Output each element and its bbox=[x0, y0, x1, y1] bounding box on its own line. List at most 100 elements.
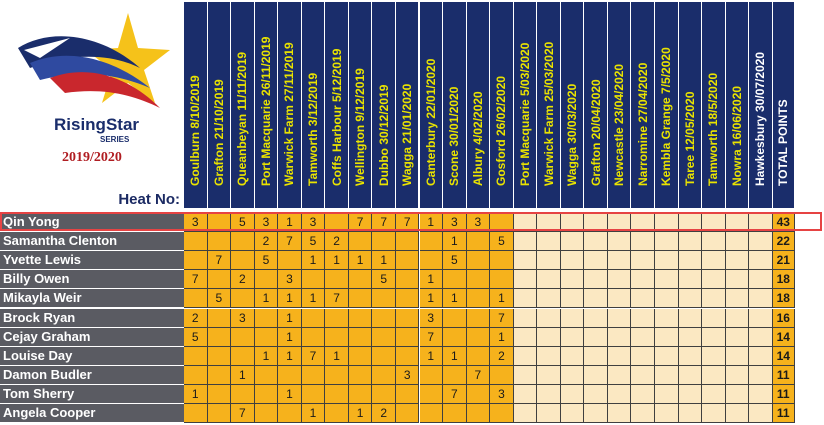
heat-event-label: Wagga 30/03/2020 bbox=[565, 83, 580, 186]
competitor-name[interactable]: Billy Owen bbox=[0, 270, 184, 290]
points-cell bbox=[537, 213, 561, 233]
points-cell bbox=[749, 384, 773, 404]
points-cell bbox=[537, 270, 561, 290]
points-cell bbox=[184, 251, 208, 271]
points-cell bbox=[490, 251, 514, 271]
heat-number: 3 bbox=[231, 200, 233, 206]
points-cell bbox=[749, 213, 773, 233]
competitor-name[interactable]: Yvette Lewis bbox=[0, 251, 184, 271]
heat-number: 20 bbox=[631, 193, 634, 206]
heat-number: 19 bbox=[607, 193, 610, 206]
points-cell bbox=[419, 232, 444, 252]
points-cell bbox=[490, 404, 514, 424]
points-cell bbox=[702, 289, 726, 309]
points-cell bbox=[254, 308, 279, 328]
heat-event-label: Port Macquarie 26/11/2019 bbox=[258, 36, 273, 186]
competitor-name[interactable]: Damon Budler bbox=[0, 365, 184, 385]
competitor-name[interactable]: Samantha Clenton bbox=[0, 232, 184, 252]
points-cell: 1 bbox=[278, 346, 302, 366]
points-cell bbox=[749, 365, 773, 385]
competitor-name[interactable]: Louise Day bbox=[0, 346, 184, 366]
heat-number: 12 bbox=[443, 193, 446, 206]
points-cell bbox=[678, 251, 703, 271]
heat-event-label: Grafton 21/10/2019 bbox=[211, 79, 226, 186]
heat-column-header: Narromine 27/04/2020 20 bbox=[631, 2, 655, 208]
points-cell bbox=[207, 308, 232, 328]
points-cell bbox=[325, 327, 349, 347]
competitor-name[interactable]: Angela Cooper bbox=[0, 404, 184, 424]
total-points-cell: 11 bbox=[772, 365, 795, 385]
points-cell bbox=[443, 365, 467, 385]
heat-column-header: Coffs Harbour 5/12/2019 7 bbox=[325, 2, 349, 208]
heat-number: 21 bbox=[655, 193, 657, 206]
heat-event-label: Nowra 16/06/2020 bbox=[729, 85, 744, 186]
points-cell bbox=[631, 232, 655, 252]
points-cell bbox=[254, 365, 279, 385]
points-cell bbox=[443, 270, 467, 290]
points-cell: 2 bbox=[372, 404, 396, 424]
heat-number: 16 bbox=[537, 193, 540, 206]
heat-event-label: Newcastle 23/04/2020 bbox=[612, 63, 627, 186]
points-cell bbox=[725, 327, 750, 347]
points-cell: 7 bbox=[278, 232, 302, 252]
heat-event-label: Tamworth 3/12/2019 bbox=[306, 72, 321, 186]
points-cell bbox=[631, 327, 655, 347]
points-cell bbox=[466, 308, 491, 328]
points-cell: 7 bbox=[325, 289, 349, 309]
points-cell bbox=[725, 213, 750, 233]
total-heat-mark: T bbox=[773, 199, 775, 206]
points-cell bbox=[560, 213, 585, 233]
points-cell bbox=[348, 232, 373, 252]
points-cell bbox=[395, 384, 420, 404]
points-cell bbox=[678, 270, 703, 290]
heat-column-header: Warwick Farm 25/03/2020 16 bbox=[537, 2, 561, 208]
points-cell: 1 bbox=[419, 213, 444, 233]
points-cell: 1 bbox=[254, 289, 279, 309]
points-cell bbox=[702, 270, 726, 290]
competitor-name[interactable]: Tom Sherry bbox=[0, 384, 184, 404]
heat-column-header: Albury 4/02/2020 13 bbox=[466, 2, 491, 208]
points-cell bbox=[325, 365, 349, 385]
points-cell bbox=[560, 270, 585, 290]
competitor-name[interactable]: Mikayla Weir bbox=[0, 289, 184, 309]
points-cell: 2 bbox=[184, 308, 208, 328]
heat-number-label: Heat No: bbox=[118, 191, 180, 208]
points-cell: 1 bbox=[443, 346, 467, 366]
heat-column-header: Port Macquarie 5/03/2020 15 bbox=[513, 2, 538, 208]
points-cell: 1 bbox=[372, 251, 396, 271]
points-cell bbox=[513, 289, 538, 309]
points-cell bbox=[678, 346, 703, 366]
points-cell bbox=[607, 232, 632, 252]
points-cell bbox=[490, 213, 514, 233]
points-cell bbox=[537, 289, 561, 309]
points-cell: 5 bbox=[301, 232, 326, 252]
points-cell: 1 bbox=[278, 289, 302, 309]
points-cell bbox=[584, 270, 608, 290]
heat-number: 7 bbox=[325, 200, 327, 206]
heat-column-header: Taree 12/05/2020 22 bbox=[678, 2, 703, 208]
competitor-name[interactable]: Brock Ryan bbox=[0, 308, 184, 328]
points-cell: 3 bbox=[254, 213, 279, 233]
points-cell: 7 bbox=[231, 404, 255, 424]
points-cell bbox=[655, 384, 679, 404]
heat-event-label: Coffs Harbour 5/12/2019 bbox=[329, 48, 344, 186]
points-cell bbox=[395, 270, 420, 290]
points-cell bbox=[584, 384, 608, 404]
competitor-name[interactable]: Qin Yong bbox=[0, 213, 184, 233]
points-cell bbox=[749, 251, 773, 271]
competitor-name[interactable]: Cejay Graham bbox=[0, 327, 184, 347]
points-cell: 1 bbox=[184, 384, 208, 404]
points-cell bbox=[702, 404, 726, 424]
points-cell bbox=[749, 327, 773, 347]
heat-number: 8 bbox=[349, 200, 351, 206]
points-cell: 1 bbox=[278, 308, 302, 328]
points-cell bbox=[607, 308, 632, 328]
points-cell bbox=[584, 308, 608, 328]
points-cell bbox=[678, 365, 703, 385]
points-cell bbox=[607, 404, 632, 424]
points-cell bbox=[184, 404, 208, 424]
points-cell bbox=[702, 346, 726, 366]
points-cell: 1 bbox=[278, 384, 302, 404]
heat-number: 2 bbox=[208, 200, 210, 206]
points-cell: 1 bbox=[490, 327, 514, 347]
